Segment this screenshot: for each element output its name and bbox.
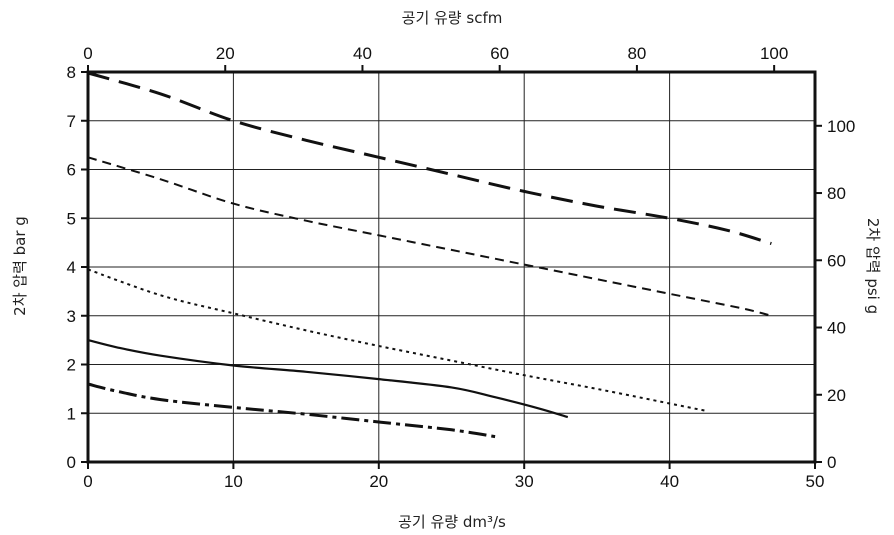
x2-tick-label: 80: [627, 44, 646, 63]
x2-tick-label: 100: [760, 44, 788, 63]
series-line-long-dash: [87, 71, 772, 246]
y2-tick-label: 40: [827, 319, 846, 338]
x-tick-label: 50: [806, 472, 825, 491]
series-lines: [87, 71, 772, 439]
x2-tick-label: 60: [490, 44, 509, 63]
y-tick-label: 7: [67, 112, 76, 131]
y-tick-label: 1: [67, 404, 76, 423]
x-tick-label: 10: [224, 472, 243, 491]
x2-tick-label: 40: [353, 44, 372, 63]
y2-tick-label: 0: [827, 453, 836, 472]
grid: [88, 72, 815, 462]
y2-axis-title: 2차 압력 psi g: [864, 218, 882, 314]
series-line-dash-dot: [87, 382, 496, 439]
y-tick-label: 0: [67, 453, 76, 472]
y-tick-label: 4: [67, 258, 76, 277]
series-line-solid: [87, 339, 569, 419]
x-tick-label: 0: [83, 472, 92, 491]
x-tick-label: 30: [515, 472, 534, 491]
y-tick-label: 8: [67, 63, 76, 82]
y-tick-label: 3: [67, 307, 76, 326]
y2-tick-label: 80: [827, 184, 846, 203]
x2-tick-label: 0: [83, 44, 92, 63]
y-tick-label: 6: [67, 161, 76, 180]
x-tick-label: 20: [369, 472, 388, 491]
y-tick-label: 2: [67, 356, 76, 375]
y2-tick-label: 100: [827, 117, 855, 136]
series-line-short-dash: [87, 156, 772, 317]
x-axis-title: 공기 유량 dm³/s: [398, 513, 506, 531]
y-axis-title: 2차 압력 bar g: [11, 216, 29, 316]
series-line-dotted: [87, 268, 707, 412]
y2-tick-label: 20: [827, 386, 846, 405]
y-tick-label: 5: [67, 209, 76, 228]
x-tick-label: 40: [660, 472, 679, 491]
y2-tick-label: 60: [827, 251, 846, 270]
x2-tick-label: 20: [216, 44, 235, 63]
x2-axis-title: 공기 유량 scfm: [402, 9, 503, 27]
